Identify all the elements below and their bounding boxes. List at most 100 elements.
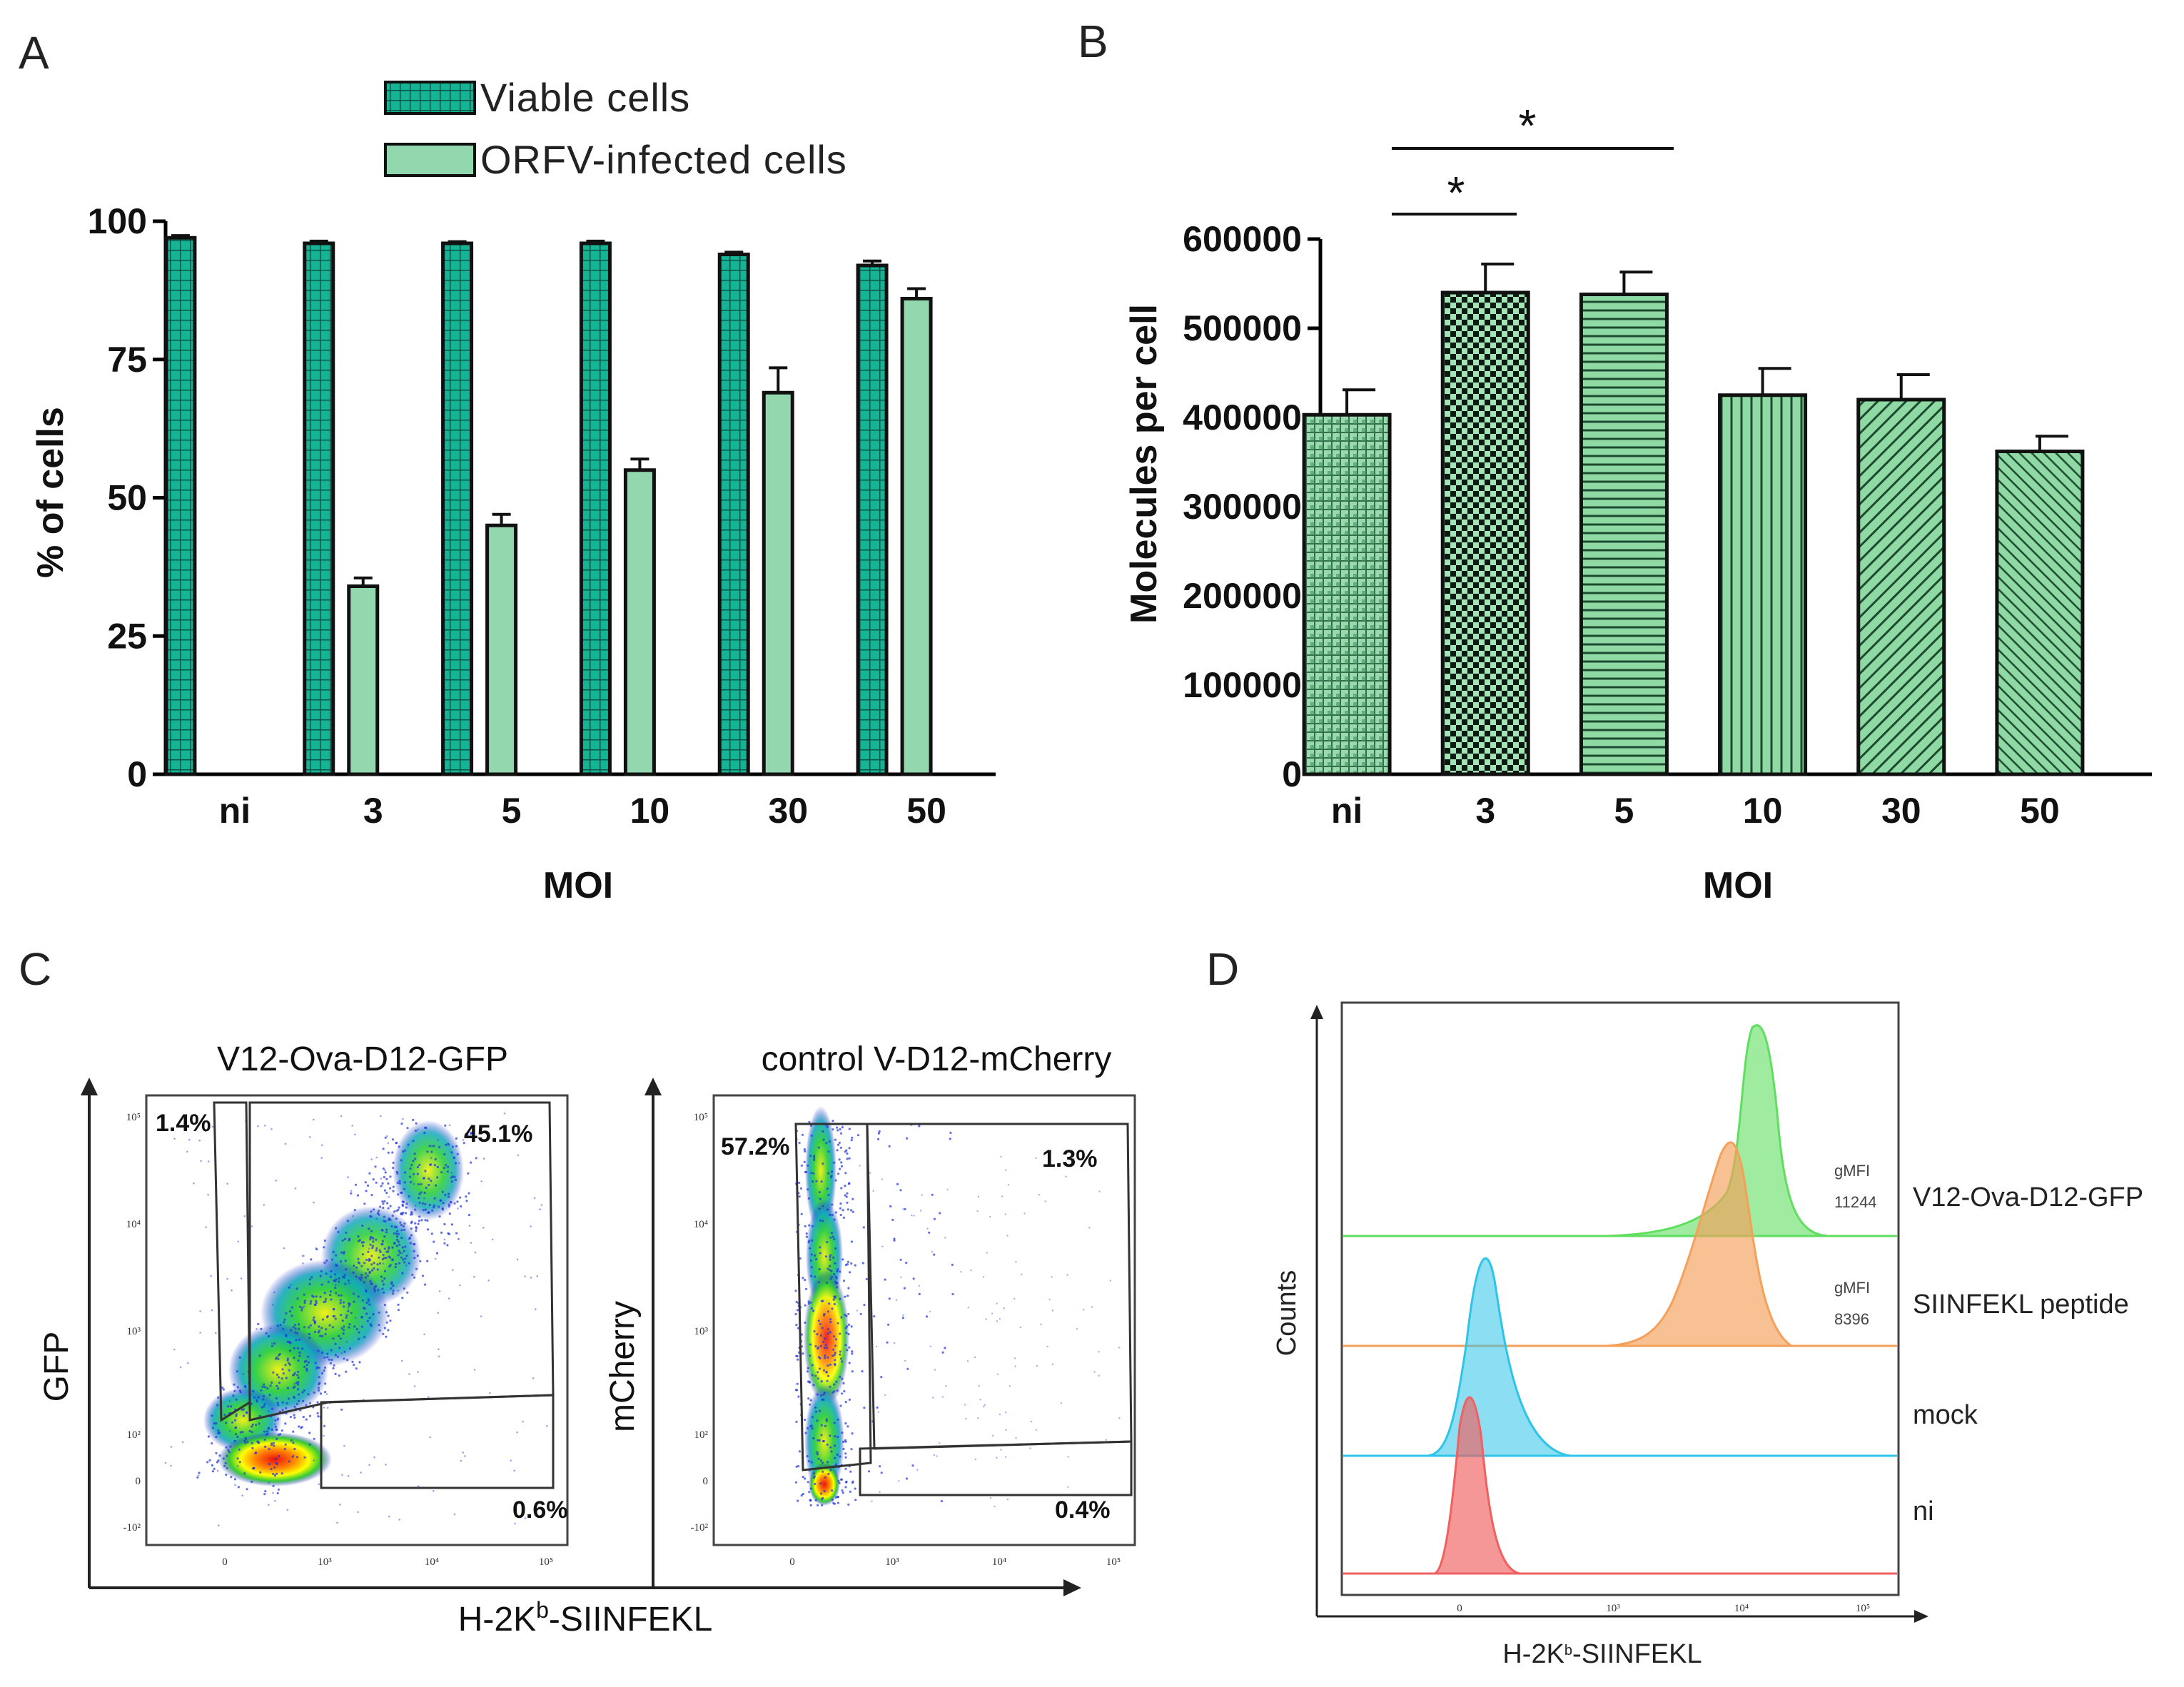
c-dot	[842, 1280, 846, 1282]
c-dot	[503, 1113, 506, 1115]
c-dot	[850, 1325, 853, 1328]
c-dot	[381, 1229, 384, 1232]
c-dot	[292, 1454, 295, 1457]
c-dot	[894, 1342, 896, 1344]
c-dot	[340, 1327, 343, 1330]
c-dot	[826, 1364, 829, 1367]
c-dot	[794, 1290, 797, 1292]
c-dot	[375, 1249, 378, 1252]
c-dot	[872, 1190, 874, 1192]
c-dot	[302, 1399, 305, 1402]
c-dot	[823, 1347, 826, 1349]
a-ytick-label: 25	[107, 616, 147, 656]
c-dot	[822, 1138, 825, 1141]
c-dot	[433, 1164, 437, 1167]
c-dot	[370, 1236, 374, 1239]
a-bar-viable	[856, 263, 889, 776]
c-dot	[829, 1176, 833, 1179]
c-dot	[433, 1206, 435, 1209]
c-dot	[939, 1212, 941, 1215]
c-dot	[376, 1268, 379, 1271]
c-dot	[468, 1225, 471, 1227]
c-dot	[845, 1332, 848, 1334]
c-dot	[273, 1474, 277, 1477]
c-dot	[380, 1177, 383, 1180]
c-dot	[926, 1227, 929, 1230]
c-dot	[396, 1235, 399, 1238]
c-dot	[396, 1181, 399, 1184]
c-dot	[807, 1302, 811, 1305]
c-dot	[296, 1383, 300, 1386]
c-plot2-gate-lr: 0.4%	[1055, 1496, 1111, 1524]
c-dot	[348, 1304, 350, 1307]
c-dot	[807, 1188, 809, 1191]
legend-label-infected: ORFV-infected cells	[480, 137, 847, 182]
c-dot	[357, 1257, 360, 1260]
c-dot	[323, 1239, 326, 1242]
c-dot	[265, 1433, 268, 1437]
c-dot	[480, 1180, 482, 1182]
c-dot	[974, 1356, 976, 1359]
c-dot	[308, 1278, 312, 1281]
c-dot	[803, 1160, 806, 1163]
c-dot	[268, 1463, 271, 1466]
c-dot	[305, 1369, 308, 1372]
c-dot	[383, 1215, 386, 1218]
c-dot	[422, 1177, 425, 1180]
c-dot	[246, 1441, 249, 1444]
c-dot	[809, 1354, 812, 1357]
c-dot	[811, 1427, 814, 1430]
c-dot	[859, 1165, 861, 1167]
c-dot	[215, 1332, 217, 1334]
c-dot	[258, 1422, 261, 1425]
c-dot	[400, 1256, 403, 1259]
c-dot	[905, 1477, 909, 1480]
c-dot	[388, 1265, 391, 1268]
c-dot	[378, 1256, 380, 1259]
c-dot	[228, 1451, 231, 1454]
c-dot	[380, 1115, 382, 1118]
c-dot	[448, 1143, 450, 1146]
c-dot	[370, 1194, 373, 1197]
c-dot	[837, 1479, 840, 1482]
c-dot	[360, 1278, 363, 1281]
c-dot	[841, 1491, 844, 1494]
c-dot	[289, 1342, 292, 1344]
c-dot	[303, 1300, 306, 1302]
c-dot	[258, 1354, 261, 1357]
c-dot	[387, 1329, 390, 1332]
c-dot	[227, 1405, 230, 1408]
c-dot	[381, 1258, 384, 1261]
c-dot	[242, 1373, 245, 1375]
c-dot	[845, 1480, 848, 1483]
c-dot	[364, 1181, 367, 1184]
c-dot	[381, 1200, 384, 1203]
c-dot	[368, 1303, 371, 1306]
c-dot	[826, 1332, 829, 1335]
c-dot	[327, 1280, 330, 1283]
c-dot	[440, 1171, 443, 1174]
c-dot	[813, 1475, 816, 1478]
c-dot	[401, 1200, 404, 1203]
c-dot	[888, 1145, 891, 1148]
c-dot	[290, 1284, 293, 1287]
c-dot	[805, 1287, 808, 1290]
c-dot	[235, 1433, 238, 1436]
c-dot	[447, 1232, 450, 1235]
c-dot	[271, 1407, 274, 1410]
c-dot	[345, 1341, 348, 1343]
c-ytick-label: 10⁵	[126, 1112, 141, 1123]
c-dot	[425, 1127, 428, 1130]
c-dot	[301, 1255, 304, 1257]
c-dot	[834, 1262, 836, 1265]
c-dot	[804, 1477, 807, 1480]
c-dot	[459, 1196, 462, 1199]
c-dot	[276, 1402, 279, 1404]
c-dot	[397, 1193, 400, 1196]
c-dot	[377, 1289, 380, 1292]
c-plot1-gate-ur: 45.1%	[464, 1120, 532, 1148]
c-dot	[1006, 1235, 1008, 1237]
b-ytick-label: 100000	[1183, 665, 1302, 705]
c-dot	[831, 1354, 834, 1357]
